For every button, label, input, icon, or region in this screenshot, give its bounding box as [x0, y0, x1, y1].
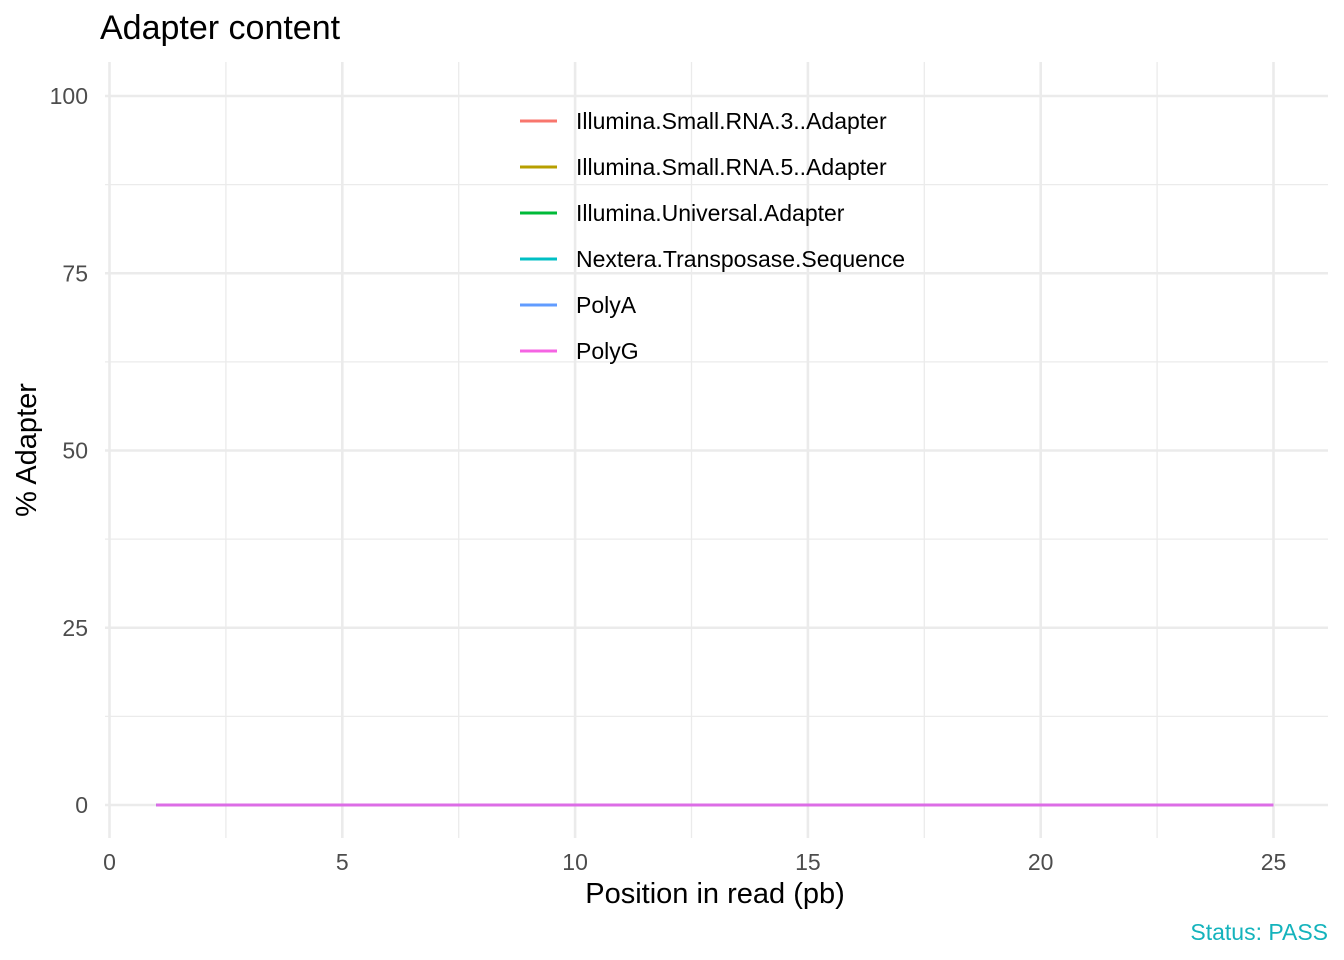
x-tick-label: 5 — [336, 849, 349, 875]
legend-label: Illumina.Universal.Adapter — [576, 200, 845, 226]
y-tick-label: 75 — [62, 260, 88, 286]
y-tick-label: 0 — [75, 792, 88, 818]
x-tick-label: 15 — [795, 849, 821, 875]
x-axis-title: Position in read (pb) — [585, 878, 845, 910]
y-tick-label: 50 — [62, 438, 88, 464]
legend-label: PolyA — [576, 292, 637, 318]
status-caption: Status: PASS — [1190, 919, 1328, 945]
x-tick-label: 10 — [562, 849, 588, 875]
legend: Illumina.Small.RNA.3..Adapter Illumina.Sm… — [520, 108, 905, 364]
x-tick-label: 25 — [1261, 849, 1287, 875]
legend-label: Nextera.Transposase.Sequence — [576, 246, 905, 272]
legend-label: PolyG — [576, 338, 639, 364]
y-axis-title: % Adapter — [11, 383, 43, 517]
grid-lines — [105, 62, 1328, 838]
y-tick-label: 100 — [50, 83, 88, 109]
legend-label: Illumina.Small.RNA.3..Adapter — [576, 108, 887, 134]
chart-title: Adapter content — [100, 9, 341, 47]
x-axis-ticks: 0 5 10 15 20 25 — [103, 849, 1286, 875]
legend-label: Illumina.Small.RNA.5..Adapter — [576, 154, 887, 180]
y-axis-ticks: 0 25 50 75 100 — [50, 83, 88, 818]
x-tick-label: 20 — [1028, 849, 1054, 875]
y-tick-label: 25 — [62, 615, 88, 641]
x-tick-label: 0 — [103, 849, 116, 875]
